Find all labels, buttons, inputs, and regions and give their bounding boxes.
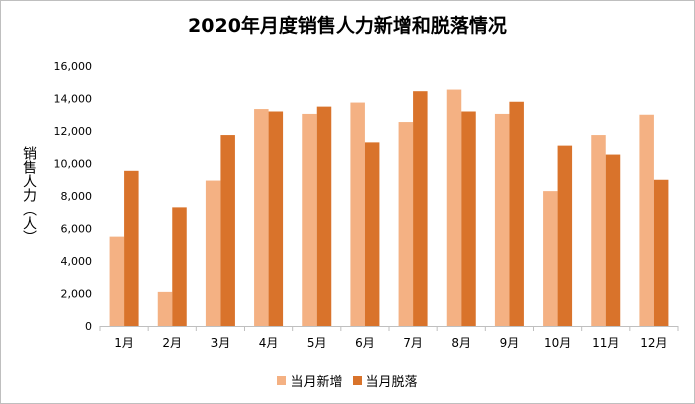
bar-new xyxy=(494,113,510,326)
bar-lost xyxy=(653,179,669,326)
x-tick-label: 5月 xyxy=(307,336,327,350)
legend-item-lost: 当月脱落 xyxy=(352,371,418,390)
y-tick-label: 16,000 xyxy=(54,60,93,73)
bar-lost xyxy=(461,111,476,326)
y-tick-label: 2,000 xyxy=(61,288,93,301)
bar-new xyxy=(350,102,365,326)
bar-new xyxy=(446,89,462,326)
y-tick-label: 4,000 xyxy=(61,255,93,268)
bar-lost xyxy=(413,91,428,326)
legend-swatch-lost xyxy=(352,376,362,385)
bar-new xyxy=(157,291,173,326)
x-tick-label: 7月 xyxy=(403,336,423,350)
x-tick-label: 1月 xyxy=(114,336,134,350)
bar-lost xyxy=(364,142,380,326)
legend-item-new: 当月新增 xyxy=(277,371,343,390)
chart-title: 2020年月度销售人力新增和脱落情况 xyxy=(188,15,507,37)
x-tick-label: 6月 xyxy=(355,336,375,350)
y-tick-label: 10,000 xyxy=(54,158,93,171)
x-tick-label: 9月 xyxy=(500,336,520,350)
bar-new xyxy=(109,236,125,326)
bar-lost xyxy=(509,101,524,326)
x-tick-label: 2月 xyxy=(162,336,182,350)
bar-new xyxy=(591,135,606,326)
y-tick-label: 6,000 xyxy=(61,223,93,236)
bar-lost xyxy=(172,207,187,326)
bar-new xyxy=(302,113,317,326)
bar-lost xyxy=(268,111,284,326)
legend-label-lost: 当月脱落 xyxy=(365,375,418,390)
bar-new xyxy=(205,180,221,326)
y-axis-title: 销售人力（人） xyxy=(21,146,37,244)
x-tick-label: 10月 xyxy=(544,336,571,350)
bar-new xyxy=(543,191,558,326)
x-tick-label: 12月 xyxy=(640,336,667,350)
legend-label-new: 当月新增 xyxy=(290,375,343,390)
x-tick-label: 4月 xyxy=(259,336,279,350)
y-tick-label: 0 xyxy=(85,320,92,333)
y-tick-label: 14,000 xyxy=(54,93,93,106)
y-tick-label: 12,000 xyxy=(54,125,93,138)
bar-lost xyxy=(220,135,235,326)
bar-lost xyxy=(605,154,621,326)
x-tick-label: 8月 xyxy=(451,336,471,350)
legend-swatch-new xyxy=(277,376,287,385)
legend: 当月新增 当月脱落 xyxy=(1,371,694,390)
bar-lost xyxy=(124,170,139,326)
bar-new xyxy=(639,114,654,326)
x-tick-label: 11月 xyxy=(592,336,619,350)
bar-lost xyxy=(316,106,332,326)
bar-new xyxy=(398,122,414,326)
bar-lost xyxy=(557,145,573,326)
y-tick-label: 8,000 xyxy=(61,190,93,203)
x-tick-label: 3月 xyxy=(211,336,231,350)
bar-new xyxy=(254,109,269,326)
